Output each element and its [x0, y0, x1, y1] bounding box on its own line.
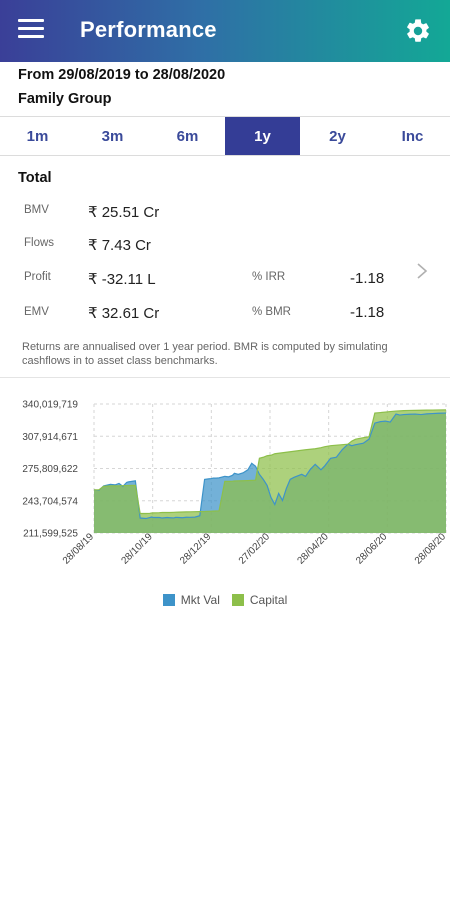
x-tick-label: 28/10/19: [119, 531, 155, 567]
page-title: Performance: [80, 17, 217, 42]
series-area-capital: [94, 409, 446, 533]
profit-label: Profit: [24, 271, 51, 283]
app-bar: Performance: [0, 0, 450, 62]
tab-2y[interactable]: 2y: [329, 127, 346, 145]
flows-value: ₹ 7.43 Cr: [88, 237, 151, 254]
tab-3m[interactable]: 3m: [101, 127, 124, 145]
emv-value: ₹ 32.61 Cr: [88, 305, 160, 322]
group-name: Family Group: [18, 91, 112, 107]
x-tick-label: 28/08/20: [413, 531, 449, 567]
gear-icon[interactable]: [404, 17, 432, 45]
x-tick-label: 27/02/20: [237, 531, 273, 567]
profit-value: ₹ -32.11 L: [88, 271, 156, 288]
x-tick-label: 28/04/20: [295, 531, 331, 567]
chart-areas: [93, 409, 447, 533]
legend-item-capital[interactable]: Capital: [231, 593, 288, 607]
chevron-right-icon[interactable]: [416, 262, 428, 280]
x-tick-label: 28/12/19: [178, 531, 214, 567]
date-range: From 29/08/2019 to 28/08/2020: [18, 67, 226, 83]
tab-6m[interactable]: 6m: [176, 127, 199, 145]
total-heading: Total: [18, 170, 52, 186]
tab-inception[interactable]: Inc: [401, 127, 424, 145]
irr-label: % IRR: [252, 271, 286, 283]
chart-legend: Mkt Val Capital: [0, 593, 450, 607]
bmr-value: -1.18: [350, 304, 385, 321]
tab-1m[interactable]: 1m: [26, 127, 49, 145]
y-tick-label: 340,019,719: [22, 400, 78, 411]
series-line-capital: [94, 409, 447, 515]
hamburger-menu-icon[interactable]: [18, 19, 44, 43]
y-tick-label: 307,914,671: [22, 432, 78, 443]
x-tick-label: 28/06/20: [354, 531, 390, 567]
flows-label: Flows: [24, 237, 55, 249]
legend-swatch: [231, 594, 244, 606]
y-tick-label: 275,809,622: [22, 464, 78, 475]
returns-note: Returns are annualised over 1 year perio…: [22, 341, 388, 367]
y-tick-label: 243,704,574: [22, 496, 78, 507]
x-axis-ticks: 28/08/19 28/10/19 28/12/19 27/02/20 28/04/20…: [61, 531, 449, 567]
bmv-value: ₹ 25.51 Cr: [88, 204, 160, 221]
irr-value: -1.18: [350, 270, 385, 287]
legend-swatch: [162, 594, 175, 606]
bmr-label: % BMR: [252, 306, 291, 318]
emv-label: EMV: [24, 306, 49, 318]
period-tabs: 1m 3m 6m 1y 2y Inc: [0, 116, 450, 156]
legend-label: Capital: [249, 593, 288, 607]
legend-label: Mkt Val: [180, 593, 220, 607]
tab-1y[interactable]: 1y: [225, 117, 300, 155]
performance-chart: 340,019,719 307,914,671 275,809,622 243,704…: [22, 400, 449, 567]
divider: [0, 377, 450, 378]
series-line-mkt-val: [93, 412, 447, 520]
legend-item-mkt-val[interactable]: Mkt Val: [162, 593, 220, 607]
bmv-label: BMV: [24, 204, 49, 216]
y-axis-ticks: 340,019,719 307,914,671 275,809,622 243,704…: [22, 400, 78, 540]
y-tick-label: 211,599,525: [23, 529, 78, 540]
